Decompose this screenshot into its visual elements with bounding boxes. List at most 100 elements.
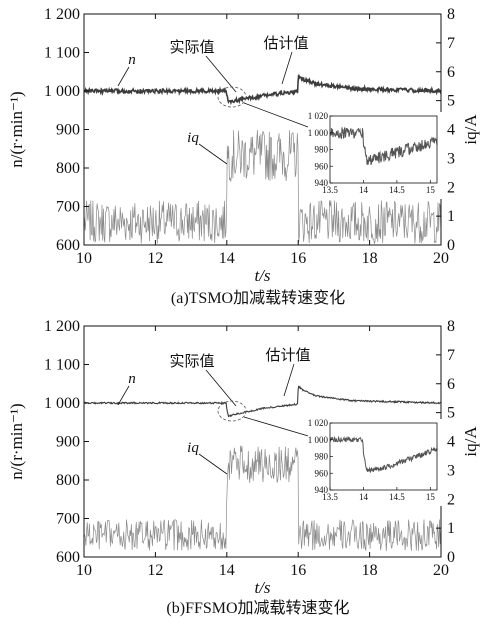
x-tick-label: 14 — [219, 250, 235, 267]
inset-chart: 13.5 14 14.5 15 940 960 980 1 000 1 020 — [308, 418, 443, 506]
x-tick-label: 10 — [76, 250, 92, 267]
y-right-tick-label: 8 — [447, 6, 455, 23]
annotation-speed: n — [128, 52, 136, 68]
x-axis-label: t/s — [254, 578, 270, 597]
x-axis-label: t/s — [254, 266, 270, 285]
annotation-leader — [198, 453, 228, 475]
annotation-leader — [117, 385, 130, 406]
y-right-tick-label: 0 — [447, 237, 455, 254]
annotation-leader — [283, 363, 295, 397]
inset-y-tick-label: 1 020 — [308, 418, 329, 428]
zoom-marker — [217, 400, 247, 422]
inset-y-tick-label: 940 — [315, 485, 329, 495]
inset-x-tick-label: 15 — [426, 492, 436, 502]
y-right-axis-label: iq/A — [461, 426, 480, 457]
annotation-leader — [205, 369, 237, 407]
y-right-axis-label: iq/A — [461, 114, 480, 145]
y-right-tick-label: 5 — [447, 93, 455, 110]
inset-y-tick-label: 1 020 — [308, 111, 329, 121]
y-right-tick-label: 1 — [447, 520, 455, 537]
x-tick-label: 12 — [147, 562, 163, 579]
inset-x-tick-label: 15 — [426, 185, 436, 195]
y-left-tick-label: 900 — [56, 122, 80, 139]
figure-caption: (a)TSMO加减载转速变化 — [171, 289, 345, 307]
annotation-leader — [198, 143, 228, 165]
inset-speed-line — [330, 127, 438, 165]
y-left-tick-label: 1 200 — [44, 318, 80, 335]
inset-y-tick-label: 1 000 — [308, 128, 329, 138]
annotation-estimated: 估计值 — [265, 347, 310, 364]
y-right-tick-label: 5 — [447, 405, 455, 422]
inset-y-tick-label: 980 — [315, 145, 329, 155]
annotation-current: iq — [187, 440, 199, 456]
inset-y-tick-label: 960 — [315, 161, 329, 171]
y-right-tick-label: 2 — [447, 491, 455, 508]
y-left-tick-label: 700 — [56, 511, 80, 528]
y-right-tick-label: 4 — [447, 122, 455, 139]
y-right-tick-label: 3 — [447, 462, 455, 479]
iq-series-line — [84, 445, 442, 552]
annotation-actual: 实际值 — [169, 353, 214, 370]
x-tick-label: 10 — [76, 562, 92, 579]
speed-series-line — [84, 385, 441, 418]
annotation-actual: 实际值 — [169, 39, 214, 56]
inset-x-tick-label: 13.5 — [322, 492, 338, 502]
y-right-tick-label: 6 — [447, 64, 455, 81]
annotation-estimated: 估计值 — [263, 35, 308, 52]
x-tick-label: 18 — [362, 250, 378, 267]
inset-x-tick-label: 14 — [359, 185, 369, 195]
y-left-tick-label: 1 000 — [44, 395, 80, 412]
iq-series-line — [84, 130, 442, 245]
y-left-axis-label: n/(r·min⁻¹) — [7, 91, 26, 167]
y-left-tick-label: 1 100 — [44, 45, 80, 62]
inset-y-tick-label: 980 — [315, 452, 329, 462]
y-left-axis-label: n/(r·min⁻¹) — [7, 403, 26, 479]
y-right-tick-label: 4 — [447, 434, 455, 451]
y-left-tick-label: 600 — [56, 549, 80, 566]
x-tick-label: 16 — [290, 562, 306, 579]
annotation-current: iq — [187, 130, 199, 146]
figure-caption: (b)FFSMO加减载转速变化 — [166, 599, 349, 617]
y-left-tick-label: 1 000 — [44, 83, 80, 100]
annotation-speed: n — [128, 371, 136, 387]
x-tick-label: 12 — [147, 250, 163, 267]
y-left-tick-label: 700 — [56, 199, 80, 216]
x-tick-label: 20 — [433, 562, 449, 579]
y-left-tick-label: 1 100 — [44, 357, 80, 374]
y-right-tick-label: 1 — [447, 208, 455, 225]
inset-y-tick-label: 940 — [315, 178, 329, 188]
y-left-tick-label: 1 200 — [44, 6, 80, 23]
annotation-leader — [281, 51, 293, 85]
inset-y-tick-label: 960 — [315, 468, 329, 478]
y-left-tick-label: 600 — [56, 237, 80, 254]
y-right-tick-label: 2 — [447, 179, 455, 196]
inset-y-tick-label: 1 000 — [308, 435, 329, 445]
inset-x-tick-label: 13.5 — [322, 185, 338, 195]
y-right-tick-label: 6 — [447, 376, 455, 393]
y-left-tick-label: 800 — [56, 472, 80, 489]
x-tick-label: 18 — [362, 562, 378, 579]
speed-series-line — [83, 74, 442, 106]
y-right-tick-label: 0 — [447, 549, 455, 566]
inset-x-tick-label: 14.5 — [389, 185, 405, 195]
y-right-tick-label: 8 — [447, 318, 455, 335]
inset-speed-line — [330, 435, 438, 473]
y-right-tick-label: 7 — [447, 347, 455, 364]
inset-x-tick-label: 14.5 — [389, 492, 405, 502]
x-tick-label: 14 — [219, 562, 235, 579]
y-right-tick-label: 3 — [447, 150, 455, 167]
inset-chart: 13.5 14 14.5 15 940 960 980 1 000 1 020 — [308, 111, 443, 199]
x-tick-label: 20 — [433, 250, 449, 267]
inset-x-tick-label: 14 — [359, 492, 369, 502]
annotation-leader — [117, 66, 130, 87]
zoom-marker — [217, 86, 247, 108]
y-left-tick-label: 800 — [56, 160, 80, 177]
y-right-tick-label: 7 — [447, 35, 455, 52]
annotation-leader — [205, 55, 237, 93]
x-tick-label: 16 — [290, 250, 306, 267]
y-left-tick-label: 900 — [56, 434, 80, 451]
inset-background — [308, 419, 443, 506]
